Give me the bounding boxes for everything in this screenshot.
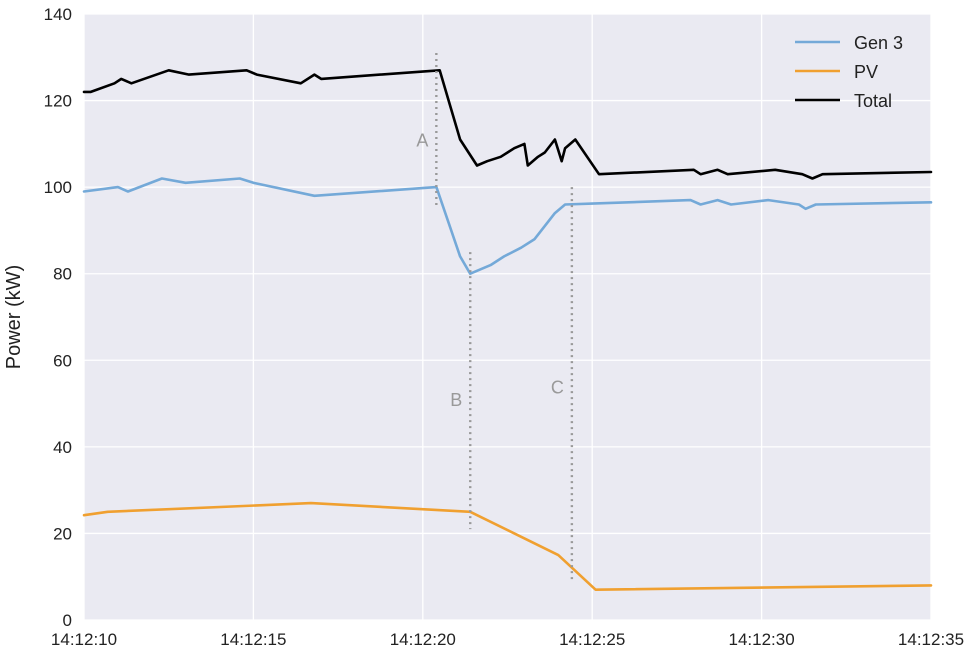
tick-labels: 0 20 40 60 80 100 120 140 14:12:10 14:12:15 14:12:… <box>44 5 964 649</box>
legend-label-gen-3: Gen 3 <box>854 33 903 53</box>
y-tick-label: 80 <box>53 265 72 284</box>
y-tick-label: 0 <box>63 611 72 630</box>
series-line-pv <box>82 501 933 592</box>
x-tick-label: 14:12:20 <box>390 630 456 649</box>
series-line-total <box>82 69 933 180</box>
x-tick-label: 14:12:10 <box>51 630 117 649</box>
x-tick-label: 14:12:30 <box>729 630 795 649</box>
annotation-label-b: B <box>450 390 462 410</box>
annotation-label-a: A <box>416 131 428 151</box>
y-tick-label: 40 <box>53 438 72 457</box>
legend-label-pv: PV <box>854 62 878 82</box>
x-tick-label: 14:12:35 <box>898 630 964 649</box>
x-tick-label: 14:12:25 <box>559 630 625 649</box>
y-tick-label: 20 <box>53 524 72 543</box>
annotation-label-c: C <box>551 377 564 397</box>
y-axis-title: Power (kW) <box>3 265 25 369</box>
legend: Gen 3 PV Total <box>795 33 903 111</box>
y-tick-label: 120 <box>44 92 72 111</box>
grid-lines <box>83 13 932 621</box>
legend-label-total: Total <box>854 91 892 111</box>
y-tick-label: 140 <box>44 5 72 24</box>
x-tick-label: 14:12:15 <box>220 630 286 649</box>
annotations: A B C <box>416 52 574 582</box>
series-line-gen-3 <box>82 177 933 276</box>
series-lines <box>82 69 933 592</box>
y-tick-label: 60 <box>53 351 72 370</box>
plot-background <box>84 14 931 620</box>
y-tick-label: 100 <box>44 178 72 197</box>
